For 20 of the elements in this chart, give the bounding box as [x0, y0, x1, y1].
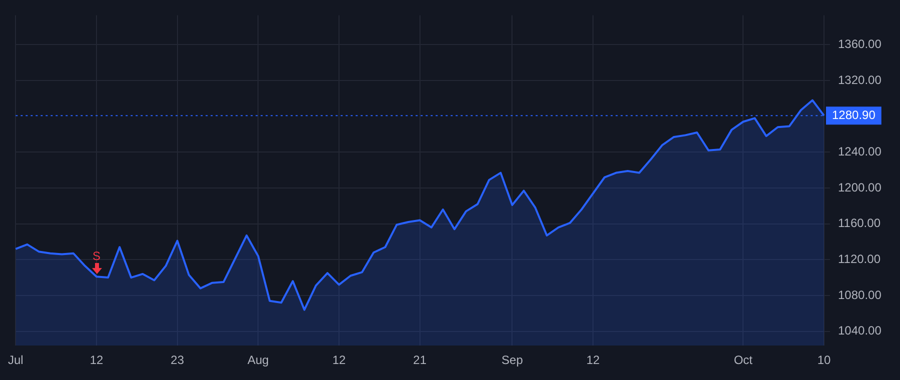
- y-tick-label: 1120.00: [838, 252, 881, 266]
- x-tick-label: 12: [332, 353, 346, 368]
- y-tick-label: 1040.00: [838, 324, 882, 338]
- x-tick-label: 12: [586, 353, 600, 368]
- x-tick-label: 23: [170, 353, 184, 368]
- x-tick-label: Jul: [8, 353, 24, 368]
- x-tick-label: Sep: [502, 353, 524, 368]
- annotation: S: [92, 248, 101, 263]
- x-tick-label: 12: [90, 353, 104, 368]
- y-tick-label: 1160.00: [838, 216, 881, 230]
- y-tick-label: 1360.00: [838, 37, 882, 52]
- x-tick-label: 21: [413, 353, 427, 368]
- y-tick-label: 1320.00: [838, 72, 882, 87]
- x-tick-label: 10: [817, 353, 831, 368]
- ref-line-label: 1280.90: [832, 108, 876, 122]
- y-tick-label: 1080.00: [838, 288, 882, 302]
- x-tick-label: Oct: [734, 353, 754, 368]
- x-tick-label: Aug: [247, 353, 269, 368]
- y-tick-label: 1200.00: [838, 180, 882, 194]
- y-tick-label: 1240.00: [838, 144, 882, 159]
